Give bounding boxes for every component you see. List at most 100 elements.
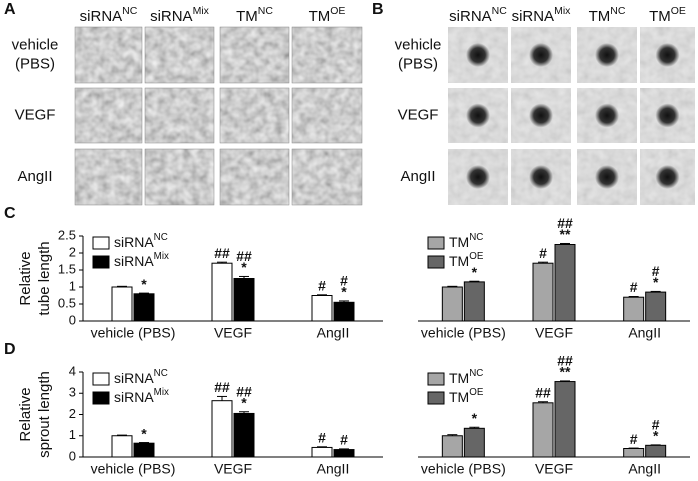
significance-label: ## [535, 384, 551, 400]
legend-label-sup: OE [469, 251, 484, 262]
bar [463, 281, 485, 322]
micrograph [292, 149, 362, 205]
bar [233, 412, 255, 458]
legend-swatch [92, 236, 110, 250]
legend-label: TMNC [449, 368, 483, 386]
significance-label: ## [214, 379, 230, 395]
x-tick-label: AngII [317, 325, 350, 341]
row-label: VEGF [15, 106, 56, 123]
bar [333, 301, 355, 322]
legend-swatch [92, 255, 110, 269]
bar [645, 444, 667, 458]
significance-label: * [241, 394, 247, 410]
x-tick-label: vehicle (PBS) [91, 461, 176, 477]
spheroid [529, 43, 553, 67]
micrograph [220, 149, 289, 205]
significance-label: # [652, 263, 660, 279]
significance-label: * [653, 428, 659, 444]
significance-label: * [653, 274, 659, 290]
micrograph-frame [219, 87, 290, 144]
y-tick-label: 4 [69, 363, 76, 378]
significance-label: # [318, 430, 326, 446]
x-tick-label: AngII [628, 461, 661, 477]
bar [111, 286, 133, 322]
micrograph-frame [291, 26, 363, 84]
significance-label: ## [557, 353, 573, 369]
bar [554, 381, 576, 458]
bar [233, 278, 255, 322]
micrograph [145, 27, 214, 83]
significance-label: ## [557, 215, 573, 231]
spheroid [655, 165, 680, 189]
significance-label: ** [560, 364, 571, 380]
micrograph [145, 149, 214, 205]
column-header-sup: Mix [193, 5, 210, 17]
spheroid [595, 43, 619, 67]
legend-label-base: TM [449, 389, 469, 405]
y-tick-label: 0 [69, 312, 76, 327]
y-axis-label: sprout length [36, 371, 53, 458]
legend-swatch [427, 255, 445, 269]
significance-label: * [141, 276, 147, 292]
legend-label: siRNAMix [114, 387, 169, 405]
micrograph-frame [74, 87, 143, 144]
column-header: siRNANC [449, 5, 507, 25]
row-label: (PBS) [398, 55, 438, 72]
significance-label: * [241, 259, 247, 275]
legend-label-sup: Mix [154, 387, 169, 398]
bar [463, 427, 485, 458]
spheroid [655, 43, 680, 67]
y-axis-label: tube length [36, 241, 53, 315]
y-tick-label: 1 [69, 427, 76, 442]
micrograph [220, 27, 289, 83]
micrograph-frame [144, 26, 215, 84]
column-header-base: siRNA [80, 8, 123, 25]
x-tick-label: AngII [317, 461, 350, 477]
column-header: TMNC [589, 5, 626, 25]
legend-label: TMOE [449, 387, 484, 405]
significance-label: # [340, 432, 348, 448]
bar [554, 244, 576, 322]
column-header-base: siRNA [512, 8, 555, 25]
column-header-sup: NC [610, 5, 626, 17]
significance-label: # [340, 273, 348, 289]
column-header-base: TM [589, 8, 611, 25]
bar [645, 291, 667, 322]
column-header-base: siRNA [150, 8, 193, 25]
spheroid [466, 103, 490, 128]
row-label: AngII [400, 168, 435, 185]
column-header: siRNAMix [150, 5, 210, 25]
row-label: AngII [17, 168, 52, 185]
y-tick-label: 3 [69, 385, 76, 400]
micrograph [220, 88, 289, 143]
significance-label: * [341, 284, 347, 300]
bar [532, 262, 554, 322]
legend-label-base: TM [449, 234, 469, 250]
x-tick-label: AngII [628, 325, 661, 341]
legend-label-sup: OE [469, 387, 484, 398]
micrograph-frame [74, 148, 143, 206]
column-header-base: TM [649, 8, 671, 25]
micrograph-frame [144, 87, 215, 144]
significance-label: * [472, 410, 478, 426]
micrograph [75, 149, 142, 205]
x-tick-label: VEGF [535, 325, 573, 341]
panel-letter: D [4, 341, 16, 358]
significance-label: # [630, 431, 638, 447]
column-header-sup: OE [330, 5, 345, 17]
bar [623, 448, 645, 458]
bar [623, 296, 645, 322]
significance-label: ** [560, 226, 571, 242]
y-tick-label: 0.5 [58, 295, 76, 310]
column-header: TMNC [236, 5, 273, 25]
bar [532, 402, 554, 458]
legend-swatch [92, 372, 110, 386]
column-header-base: TM [309, 8, 331, 25]
y-tick-label: 1.5 [58, 261, 76, 276]
y-axis-label: Relative [17, 251, 34, 305]
significance-label: # [318, 278, 326, 294]
spheroid [595, 103, 619, 128]
spheroid [466, 165, 490, 189]
legend-label-sup: NC [469, 232, 483, 243]
legend-label-base: siRNA [114, 389, 154, 405]
